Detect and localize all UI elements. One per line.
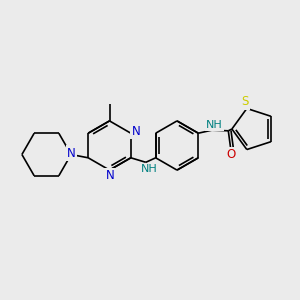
Text: S: S — [242, 95, 249, 108]
Text: N: N — [105, 169, 114, 182]
Text: N: N — [67, 146, 76, 160]
Text: NH: NH — [141, 164, 158, 174]
Text: N: N — [131, 125, 140, 138]
Text: O: O — [227, 148, 236, 161]
Text: NH: NH — [206, 120, 223, 130]
